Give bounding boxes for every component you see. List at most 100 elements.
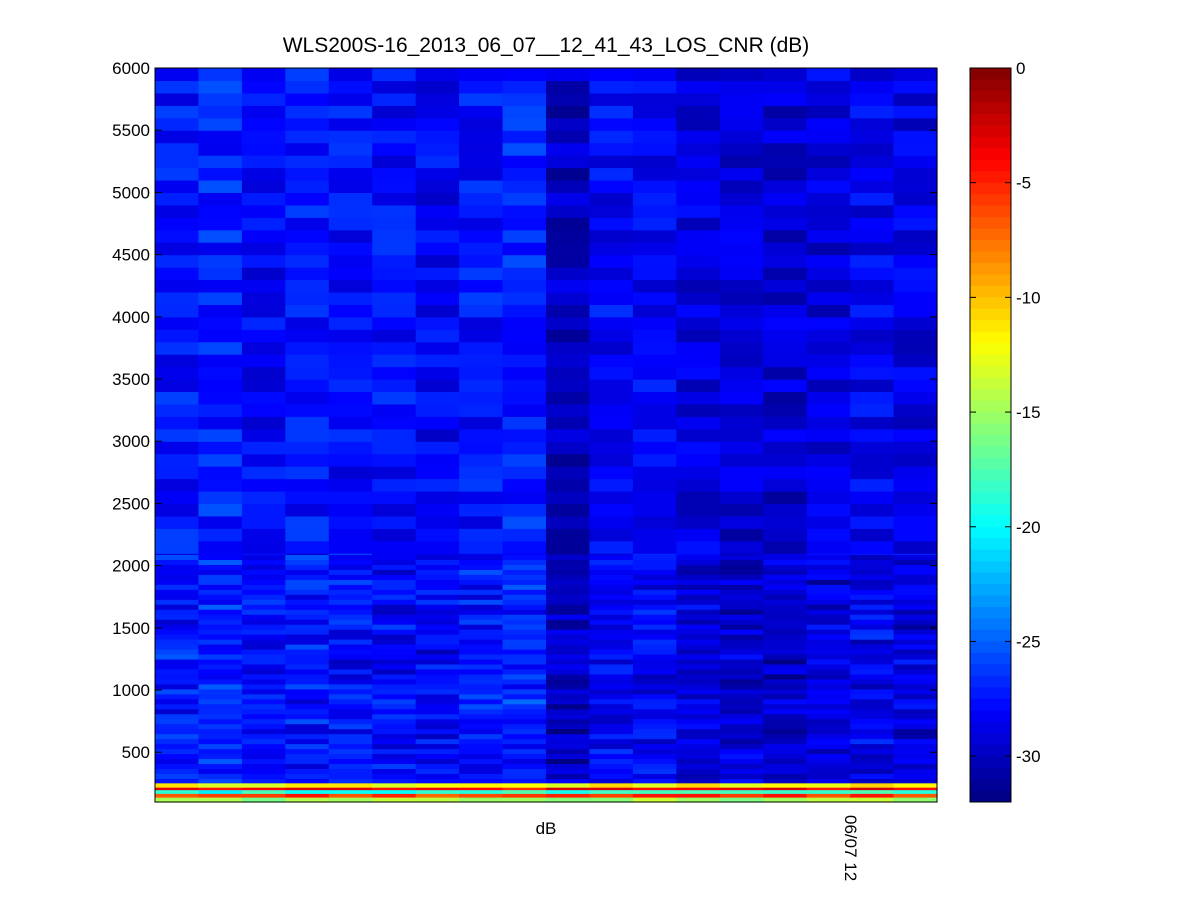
heatmap-cell xyxy=(546,688,591,695)
heatmap-cell xyxy=(850,155,895,169)
colorbar-swatch xyxy=(970,182,1011,195)
heatmap-cell xyxy=(241,629,286,635)
colorbar-swatch xyxy=(970,744,1011,757)
heatmap-cell xyxy=(893,629,938,635)
heatmap-cell xyxy=(893,693,938,700)
heatmap-cell xyxy=(632,738,677,745)
heatmap-cell xyxy=(632,354,677,368)
y-tick-label: 2500 xyxy=(112,494,150,513)
heatmap-cell xyxy=(850,639,895,645)
heatmap-cell xyxy=(155,698,200,705)
heatmap-cell xyxy=(285,554,330,561)
heatmap-cell xyxy=(893,379,938,393)
heatmap-cell xyxy=(502,589,547,595)
heatmap-cell xyxy=(155,599,200,605)
heatmap-cell xyxy=(632,663,677,670)
heatmap-cell xyxy=(459,683,504,690)
heatmap-cell xyxy=(415,564,460,570)
heatmap-cell xyxy=(285,515,330,529)
heatmap-cell xyxy=(589,584,634,590)
heatmap-cell xyxy=(806,604,851,610)
heatmap-cell xyxy=(328,478,373,492)
heatmap-cell xyxy=(241,117,286,131)
heatmap-cell xyxy=(763,609,808,615)
heatmap-cell xyxy=(806,304,851,318)
heatmap-cell xyxy=(372,773,417,779)
heatmap-cell xyxy=(328,793,373,798)
heatmap-cell xyxy=(632,609,677,615)
heatmap-cell xyxy=(763,797,808,803)
heatmap-cell xyxy=(415,354,460,368)
heatmap-cell xyxy=(546,609,591,615)
heatmap-cell xyxy=(241,768,286,774)
heatmap-cell xyxy=(676,629,721,635)
heatmap-cell xyxy=(155,540,200,554)
heatmap-cell xyxy=(372,441,417,455)
heatmap-cell xyxy=(676,192,721,206)
heatmap-cell xyxy=(893,653,938,660)
heatmap-cell xyxy=(415,629,460,635)
heatmap-cell xyxy=(850,403,895,417)
heatmap-cell xyxy=(285,416,330,430)
heatmap-cell xyxy=(372,354,417,368)
heatmap-cell xyxy=(806,753,851,760)
heatmap-cell xyxy=(763,693,808,700)
colorbar-tick-label: 0 xyxy=(1016,59,1025,78)
heatmap-cell xyxy=(502,217,547,231)
heatmap-cell xyxy=(155,179,200,194)
heatmap-cell xyxy=(241,316,286,330)
heatmap-cell xyxy=(763,743,808,750)
heatmap-cell xyxy=(415,783,460,788)
heatmap-cell xyxy=(241,619,286,625)
heatmap-cell xyxy=(415,428,460,442)
heatmap-cell xyxy=(415,316,460,330)
heatmap-cell xyxy=(719,304,764,318)
heatmap-cell xyxy=(415,658,460,665)
heatmap-cell xyxy=(589,763,634,770)
heatmap-cell xyxy=(502,204,547,218)
heatmap-cell xyxy=(719,490,764,505)
heatmap-cell xyxy=(806,391,851,405)
heatmap-cell xyxy=(763,217,808,231)
heatmap-cell xyxy=(502,179,547,194)
colorbar-swatch xyxy=(970,205,1011,218)
heatmap-cell xyxy=(676,693,721,700)
heatmap-cell xyxy=(546,678,591,685)
y-tick-label: 1000 xyxy=(112,681,150,700)
heatmap-cell xyxy=(676,490,721,505)
heatmap-cell xyxy=(676,668,721,675)
colorbar-swatch xyxy=(970,435,1011,447)
heatmap-cell xyxy=(632,366,677,380)
heatmap-cell xyxy=(850,619,895,625)
heatmap-cell xyxy=(763,441,808,455)
heatmap-cell xyxy=(546,478,591,492)
heatmap-cell xyxy=(763,354,808,368)
heatmap-cell xyxy=(155,688,200,695)
heatmap-cell xyxy=(372,316,417,330)
heatmap-cell xyxy=(285,763,330,770)
heatmap-cell xyxy=(589,683,634,690)
heatmap-cell xyxy=(459,589,504,595)
heatmap-cell xyxy=(632,553,677,556)
colorbar-tick-label: -20 xyxy=(1016,518,1041,537)
heatmap-cell xyxy=(589,130,634,144)
heatmap-cell xyxy=(241,291,286,305)
heatmap-cell xyxy=(676,569,721,575)
heatmap-cell xyxy=(632,304,677,318)
heatmap-cell xyxy=(632,391,677,405)
heatmap-cell xyxy=(589,787,634,791)
colorbar-swatch xyxy=(970,526,1011,539)
heatmap-cell xyxy=(893,579,938,585)
heatmap-cell xyxy=(502,503,547,517)
heatmap-cell xyxy=(328,604,373,610)
heatmap-cell xyxy=(589,693,634,700)
heatmap-cell xyxy=(763,279,808,293)
heatmap-cell xyxy=(676,478,721,492)
heatmap-cell xyxy=(372,743,417,750)
heatmap-cell xyxy=(285,304,330,318)
heatmap-cell xyxy=(632,204,677,218)
heatmap-cell xyxy=(241,155,286,169)
heatmap-cell xyxy=(546,155,591,169)
heatmap-cell xyxy=(589,773,634,779)
heatmap-cell xyxy=(676,267,721,281)
